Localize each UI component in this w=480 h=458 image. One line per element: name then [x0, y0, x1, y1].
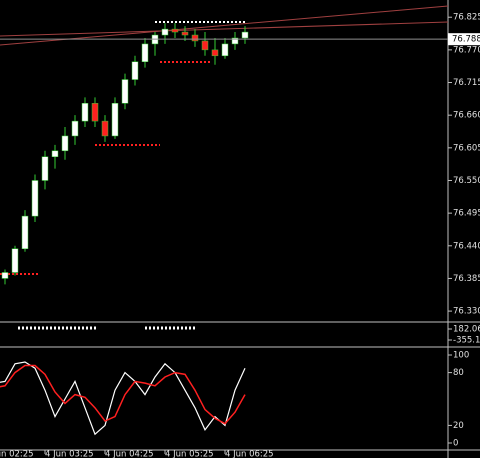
- x-tick-label: 4 Jun 03:25: [45, 450, 94, 458]
- trend-line: [0, 5, 449, 46]
- candle-body: [131, 61, 139, 80]
- candle-body: [171, 28, 179, 33]
- stochastic-line: [0, 361, 246, 436]
- y-tick-label: -355.131: [453, 336, 480, 346]
- y-tick-label: 76.330: [453, 307, 480, 317]
- candle-body: [161, 28, 169, 36]
- y-tick-label: 0: [453, 439, 458, 449]
- candle-body: [221, 43, 229, 57]
- y-tick-label: 76.550: [453, 176, 480, 186]
- candle-body: [61, 135, 69, 152]
- y-tick-label: 100: [453, 351, 469, 361]
- candle-body: [1, 272, 9, 279]
- x-tick-label: 4 Jun 05:25: [165, 450, 214, 458]
- x-tick-label: 4 Jun 04:25: [105, 450, 154, 458]
- y-tick-label: 76.770: [453, 45, 480, 55]
- x-tick-label: 4 Jun 02:25: [0, 450, 34, 458]
- candle-body: [41, 156, 49, 181]
- candle-body: [201, 40, 209, 51]
- last-price-box: [448, 33, 480, 46]
- candle-body: [191, 34, 199, 42]
- candle-body: [31, 180, 39, 217]
- y-tick-label: 76.605: [453, 143, 480, 153]
- candle-body: [181, 31, 189, 36]
- candle-body: [21, 215, 29, 250]
- y-tick-label: 80: [453, 368, 464, 378]
- candle-body: [141, 43, 149, 62]
- x-tick-label: 4 Jun 06:25: [225, 450, 274, 458]
- candle-body: [81, 103, 89, 122]
- candle-body: [91, 103, 99, 122]
- candle-body: [71, 120, 79, 137]
- y-tick-label: 76.660: [453, 111, 480, 121]
- y-tick-label: 76.385: [453, 274, 480, 284]
- y-tick-label: 182.067: [453, 325, 480, 335]
- y-tick-label: 76.495: [453, 209, 480, 219]
- candle-body: [241, 31, 249, 39]
- y-tick-label: 76.715: [453, 78, 480, 88]
- candle-body: [121, 79, 129, 104]
- trend-line: [0, 21, 449, 37]
- candle-body: [111, 103, 119, 137]
- candle-body: [51, 150, 59, 157]
- candle-body: [11, 248, 19, 273]
- candle-body: [231, 37, 239, 45]
- candle-body: [101, 120, 109, 137]
- last-price-label: 76.788: [452, 35, 480, 45]
- y-tick-label: 20: [453, 421, 464, 431]
- stochastic-line: [0, 364, 246, 425]
- candle-body: [211, 49, 219, 57]
- y-tick-label: 76.440: [453, 241, 480, 251]
- y-tick-label: 76.825: [453, 13, 480, 23]
